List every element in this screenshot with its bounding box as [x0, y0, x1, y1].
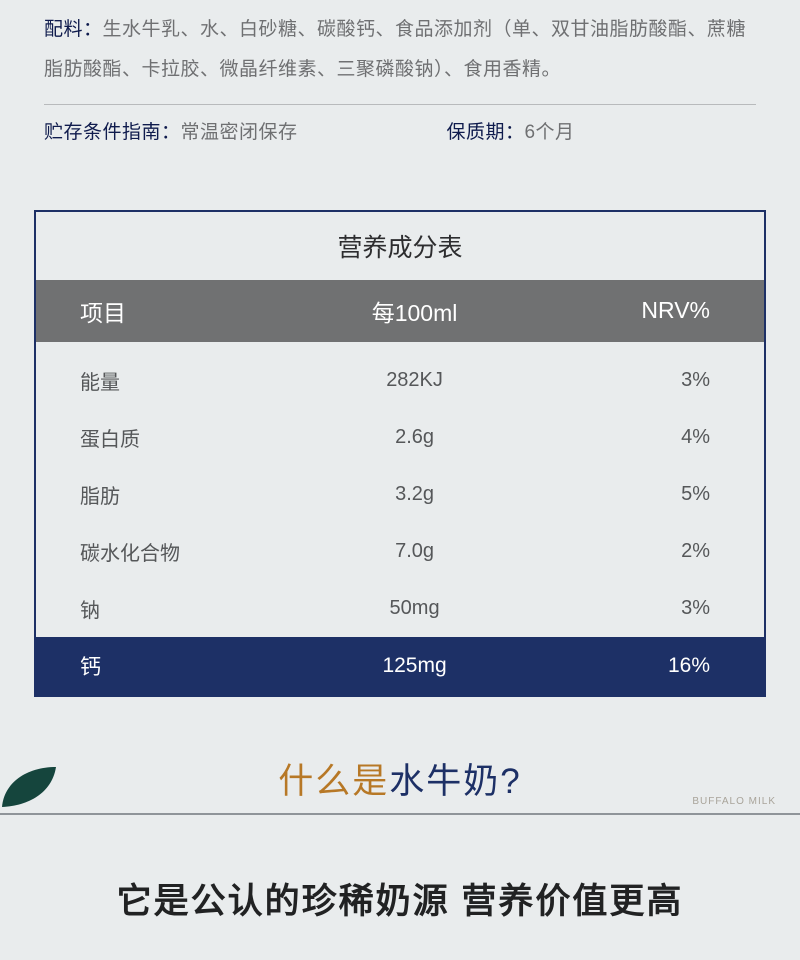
nutrition-row: 蛋白质2.6g4% — [36, 409, 764, 466]
nutrition-row: 钙125mg16% — [36, 637, 764, 695]
nutrient-name: 能量 — [36, 352, 284, 409]
nutrient-name: 蛋白质 — [36, 409, 284, 466]
nutrient-name: 钙 — [36, 637, 284, 695]
nutrient-name: 碳水化合物 — [36, 523, 284, 580]
nutrient-amount: 125mg — [284, 637, 546, 695]
storage-label: 贮存条件指南： — [44, 122, 181, 143]
product-info-section: 配料：生水牛乳、水、白砂糖、碳酸钙、食品添加剂（单、双甘油脂肪酸酯、蔗糖脂肪酸酯… — [0, 0, 800, 152]
buffalo-milk-label: BUFFALO MILK — [692, 796, 776, 807]
nutrient-nrv: 4% — [546, 409, 764, 466]
nutrition-row: 能量282KJ3% — [36, 352, 764, 409]
ingredients-block: 配料：生水牛乳、水、白砂糖、碳酸钙、食品添加剂（单、双甘油脂肪酸酯、蔗糖脂肪酸酯… — [44, 10, 756, 105]
nutrient-amount: 282KJ — [284, 352, 546, 409]
storage-value: 常温密闭保存 — [181, 122, 298, 143]
nutrient-amount: 7.0g — [284, 523, 546, 580]
col-header-name: 项目 — [36, 280, 284, 342]
ingredients-label: 配料： — [44, 19, 103, 40]
subheading-text: 它是公认的珍稀奶源 营养价值更高 — [0, 873, 800, 924]
nutrient-nrv: 16% — [546, 637, 764, 695]
nutrition-row: 脂肪3.2g5% — [36, 466, 764, 523]
nutrient-amount: 2.6g — [284, 409, 546, 466]
leaf-icon — [0, 763, 58, 809]
col-header-amount: 每100ml — [284, 280, 546, 342]
nutrient-amount: 50mg — [284, 580, 546, 637]
question-title: 什么是水牛奶? — [0, 755, 800, 809]
nutrition-header-row: 项目 每100ml NRV% — [36, 280, 764, 342]
storage-row: 贮存条件指南：常温密闭保存 保质期：6个月 — [44, 105, 756, 152]
nutrient-nrv: 3% — [546, 352, 764, 409]
shelf-value: 6个月 — [524, 122, 574, 143]
nutrition-row: 碳水化合物7.0g2% — [36, 523, 764, 580]
nutrition-table: 营养成分表 项目 每100ml NRV% 能量282KJ3%蛋白质2.6g4%脂… — [34, 210, 766, 697]
nutrition-section: 营养成分表 项目 每100ml NRV% 能量282KJ3%蛋白质2.6g4%脂… — [0, 152, 800, 697]
nutrient-name: 脂肪 — [36, 466, 284, 523]
storage-condition: 贮存条件指南：常温密闭保存 — [44, 117, 446, 144]
question-heading-section: 什么是水牛奶? BUFFALO MILK — [0, 755, 800, 815]
nutrition-row: 钠50mg3% — [36, 580, 764, 637]
shelf-label: 保质期： — [446, 122, 524, 143]
nutrient-name: 钠 — [36, 580, 284, 637]
question-title-part1: 什么是 — [278, 762, 389, 801]
nutrient-nrv: 3% — [546, 580, 764, 637]
col-header-nrv: NRV% — [546, 280, 764, 342]
nutrient-nrv: 5% — [546, 466, 764, 523]
question-title-part2: 水牛奶? — [389, 762, 521, 801]
nutrient-amount: 3.2g — [284, 466, 546, 523]
shelf-life: 保质期：6个月 — [446, 117, 756, 144]
nutrient-nrv: 2% — [546, 523, 764, 580]
ingredients-text: 生水牛乳、水、白砂糖、碳酸钙、食品添加剂（单、双甘油脂肪酸酯、蔗糖脂肪酸酯、卡拉… — [44, 19, 746, 80]
nutrition-title: 营养成分表 — [36, 212, 764, 280]
